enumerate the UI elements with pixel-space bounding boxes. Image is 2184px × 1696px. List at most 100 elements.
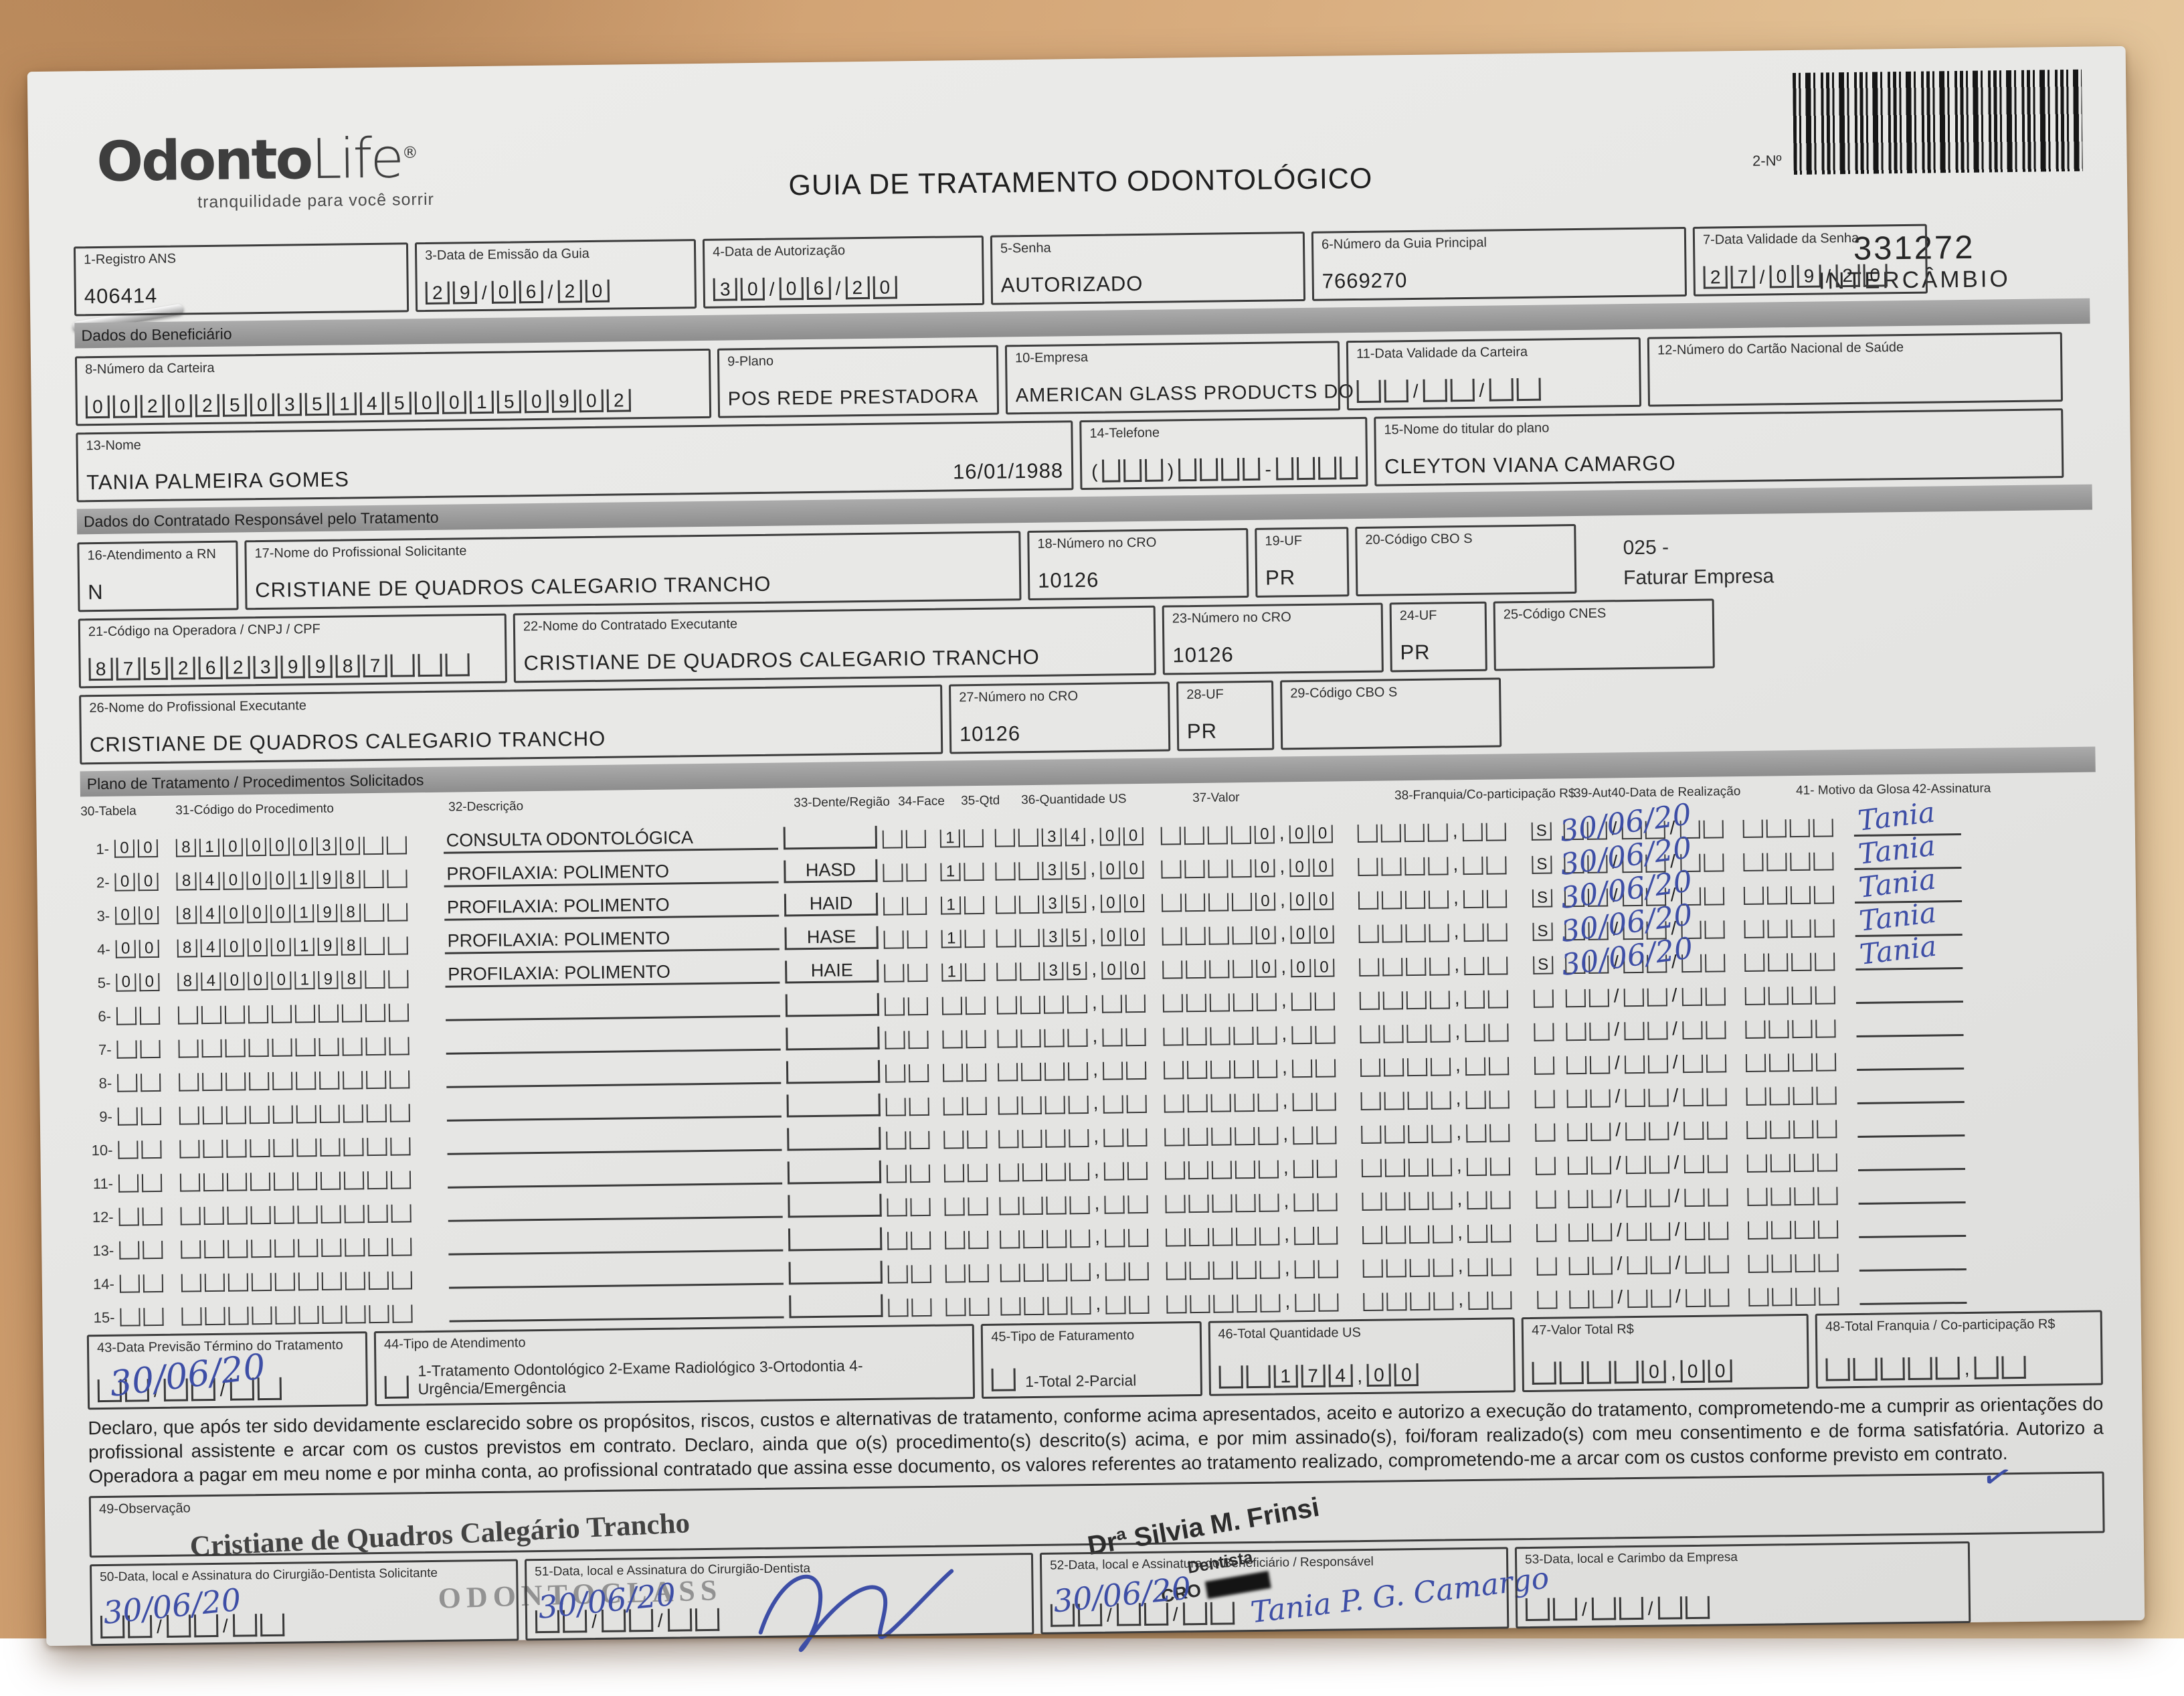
comb-cell — [1649, 1122, 1669, 1140]
comb-cell — [1190, 1262, 1210, 1280]
comb-cell — [1022, 1096, 1042, 1114]
comb-cell — [1650, 1222, 1670, 1240]
comb-cell: 2 — [1835, 264, 1859, 287]
comb-cell: 0 — [1642, 1360, 1666, 1383]
comb-cell — [1045, 1129, 1065, 1147]
comb-cell — [1408, 1092, 1428, 1110]
glosa-comb — [1748, 1254, 1854, 1273]
comb-separator: / — [1613, 1086, 1621, 1107]
comb-cell: 4 — [201, 972, 221, 991]
comb-separator: , — [1455, 1121, 1463, 1142]
comb-separator: ) — [1166, 460, 1176, 481]
comb-cell — [1467, 1158, 1487, 1176]
comb-cell — [1683, 1088, 1703, 1106]
comb-cell — [1464, 991, 1484, 1009]
comb-separator: / — [1613, 985, 1621, 1007]
comb-cell — [887, 1198, 907, 1216]
comb-cell — [298, 1239, 318, 1257]
comb-cell — [1705, 954, 1725, 972]
comb-cell — [907, 964, 927, 982]
comb-cell — [995, 829, 1015, 847]
comb-cell: 0 — [1124, 928, 1144, 946]
comb-cell — [1258, 1094, 1278, 1112]
comb-cell: 1 — [941, 930, 962, 948]
atendimento-options: 1-Tratamento Odontológico 2-Exame Radiol… — [418, 1355, 965, 1398]
comb-cell — [388, 970, 408, 988]
comb-cell — [1161, 827, 1181, 845]
comb-cell — [249, 1072, 269, 1090]
comb-cell — [1162, 894, 1182, 912]
comb-separator: , — [1356, 1365, 1364, 1387]
valor-comb: , — [1165, 1189, 1356, 1213]
comb-cell — [1489, 1057, 1509, 1075]
comb-separator: , — [1091, 1059, 1099, 1080]
comb-cell: 0 — [223, 905, 244, 923]
comb-cell — [1293, 1193, 1313, 1211]
comb-cell — [1744, 887, 1764, 905]
field-value — [1366, 586, 1566, 589]
comb-cell — [321, 1172, 341, 1190]
comb-cell — [252, 1306, 272, 1325]
valor-comb: , — [1165, 1156, 1356, 1179]
comb-cell — [1534, 1056, 1554, 1074]
comb-cell: 0 — [223, 871, 243, 889]
row-number: 2- — [81, 874, 109, 892]
comb-cell — [1566, 1056, 1586, 1074]
comb-cell — [1386, 1292, 1406, 1310]
procedure-description: PROFILAXIA: POLIMENTO — [444, 892, 779, 921]
comb-cell — [203, 1173, 223, 1191]
comb-cell — [1817, 1153, 1837, 1171]
comb-cell — [1747, 1155, 1767, 1173]
comb-cell — [1534, 989, 1554, 1007]
field-titular-plano: 15-Nome do titular do plano CLEYTON VIAN… — [1374, 408, 2064, 487]
comb-separator: , — [1281, 1056, 1289, 1078]
comb-cell — [1103, 1128, 1123, 1147]
field-value: 10126 — [960, 720, 1160, 747]
field-label: 21-Código na Operadora / CNPJ / CPF — [88, 620, 496, 640]
comb-cell — [1813, 819, 1833, 837]
field-value: CRISTIANE DE QUADROS CALEGARIO TRANCHO — [523, 644, 1146, 675]
field-contratado-executante: 22-Nome do Contratado Executante CRISTIA… — [513, 606, 1156, 683]
comb-cell — [1185, 894, 1205, 912]
comb-cell — [1816, 1053, 1836, 1071]
field-label: 44-Tipo de Atendimento — [384, 1330, 965, 1353]
comb-cell — [1468, 1292, 1488, 1310]
comb-cell — [1000, 1264, 1020, 1282]
comb-cell — [116, 1040, 136, 1058]
comb-cell — [1233, 993, 1253, 1011]
comb-cell — [1382, 891, 1402, 909]
comb-cell — [1487, 956, 1508, 974]
col-tabela: 30-Tabela — [80, 804, 170, 820]
comb-cell: 1 — [941, 896, 961, 914]
comb-cell — [1405, 924, 1425, 942]
comb-cell — [201, 1039, 221, 1057]
dente-regiao: HAIE — [785, 960, 879, 984]
beneficiary-birthdate: 16/01/1988 — [953, 458, 1064, 484]
col-qtd: 35-Qtd — [961, 793, 1016, 809]
comb-cell — [999, 1163, 1019, 1181]
comb-cell — [1210, 1602, 1234, 1625]
valor-comb: , — [1164, 1089, 1355, 1112]
comb-cell — [1237, 1261, 1257, 1279]
comb-cell: 1 — [199, 839, 219, 857]
comb-cell — [203, 1140, 223, 1158]
procedure-description: PROFILAXIA: POLIMENTO — [445, 958, 780, 988]
assinatura-line — [1857, 1044, 1964, 1071]
comb-cell — [365, 937, 385, 955]
comb-cell — [1232, 926, 1252, 944]
comb-cell — [1623, 989, 1643, 1007]
franquia-comb: , — [1363, 1254, 1532, 1278]
comb-cell — [996, 929, 1016, 947]
comb-cell: 0 — [1313, 925, 1334, 943]
comb-cell — [1409, 1225, 1429, 1244]
field-label: 11-Data Validade da Carteira — [1356, 343, 1631, 362]
comb-cell: 3 — [278, 393, 302, 416]
comb-cell — [1813, 852, 1833, 870]
comb-cell — [1044, 995, 1064, 1013]
comb-cell — [1145, 459, 1163, 482]
comb-cell — [1164, 1061, 1184, 1079]
comb-cell — [250, 1139, 270, 1157]
